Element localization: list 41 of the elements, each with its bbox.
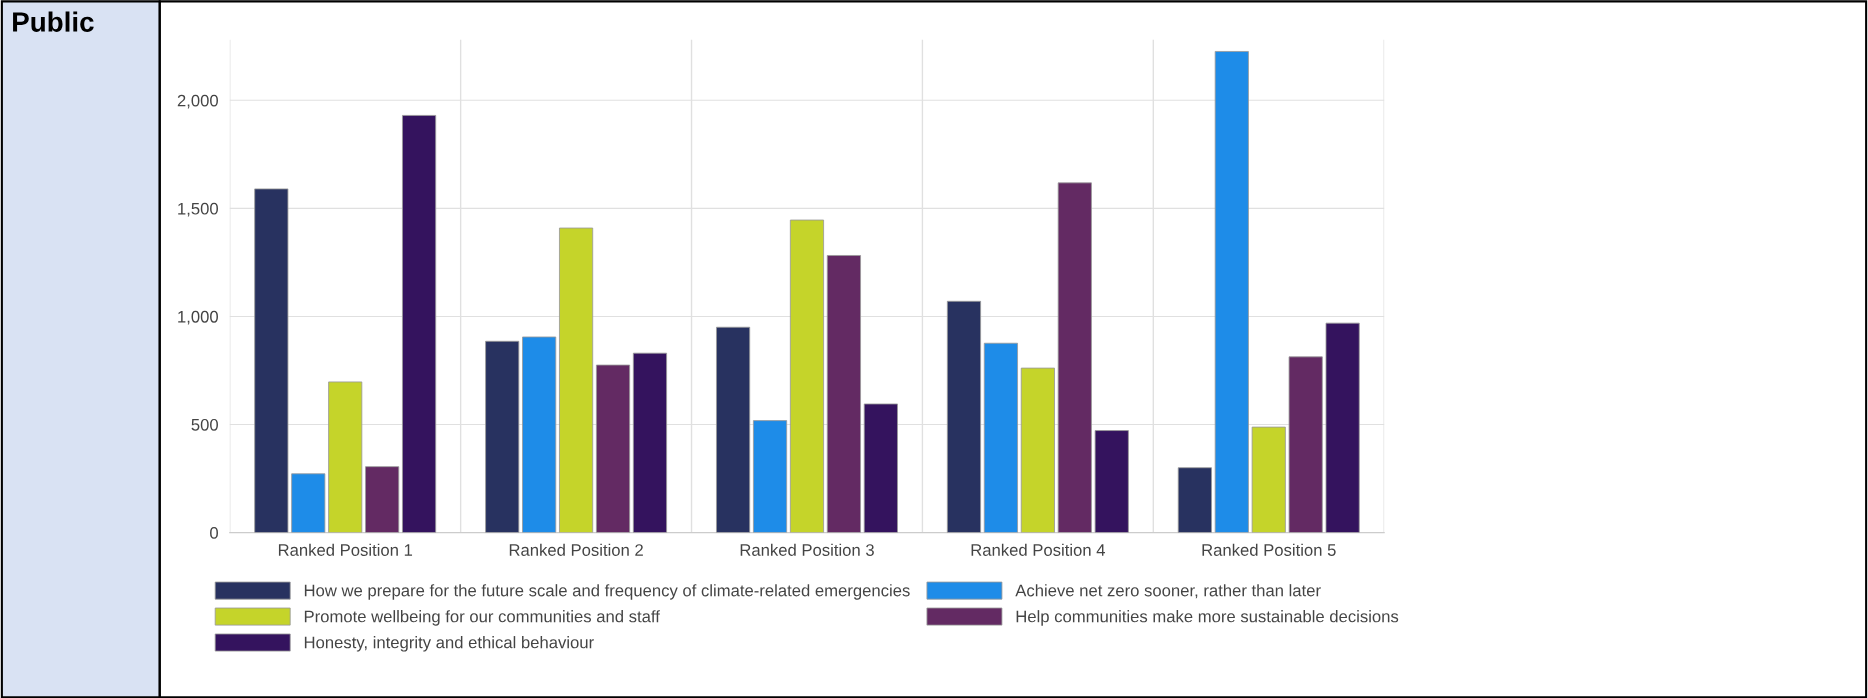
bar [254,188,289,533]
bar [291,473,326,533]
x-tick-label: Ranked Position 5 [1202,543,1336,556]
x-tick-label: Ranked Position 1 [278,543,413,556]
bar [365,466,400,533]
bar [983,342,1018,533]
chart-title: Public [13,11,94,32]
bar [402,115,437,533]
bar [1177,467,1212,533]
x-tick-label: Ranked Position 2 [509,543,643,556]
legend-label: Promote wellbeing for our communities and staff [304,610,660,626]
legend-label: Honesty, integrity and ethical behaviour [304,636,594,652]
legend-label: How we prepare for the future scale and frequency of climate-related emergencies [304,584,910,600]
bar [328,381,363,533]
y-tick-label: 1,000 [178,310,219,325]
legend-label: Achieve net zero sooner, rather than later [1015,584,1321,599]
bar [863,403,898,533]
y-tick-label: 1,500 [178,202,219,217]
bar [1214,51,1249,533]
bar [1057,182,1092,533]
bar [632,352,668,533]
bar [485,340,520,533]
bar [559,227,594,533]
bar [1020,367,1055,533]
x-tick-label: Ranked Position 4 [971,543,1106,556]
bar [789,219,825,533]
y-tick-label: 500 [191,418,218,431]
bar [1094,430,1129,533]
x-tick-label: Ranked Position 3 [740,543,874,556]
bar [1288,356,1323,533]
bar [826,255,861,533]
y-tick-label: 2,000 [177,94,219,109]
legend-label: Help communities make more sustainable decisions [1016,610,1399,626]
bar [522,336,557,533]
bar [1325,322,1360,533]
bar [946,300,982,533]
bar [595,364,631,533]
bar [1251,426,1286,533]
y-tick-label: 0 [210,526,218,539]
bar [716,326,751,533]
bar [752,420,788,533]
